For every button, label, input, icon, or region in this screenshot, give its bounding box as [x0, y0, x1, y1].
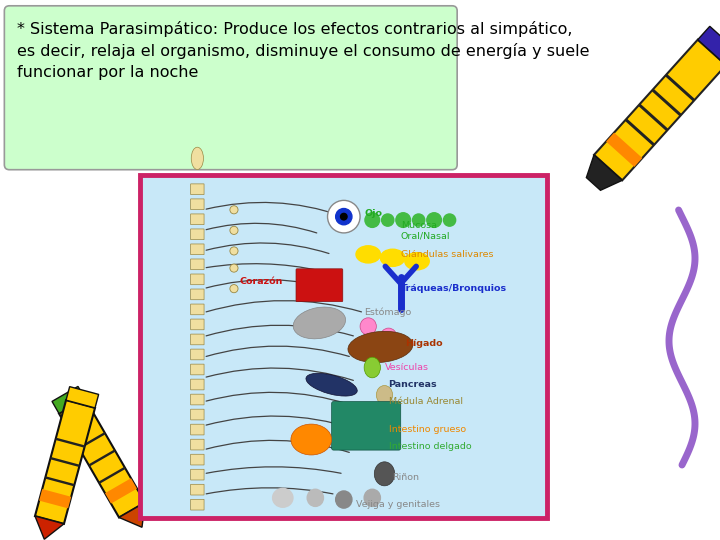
Polygon shape	[35, 516, 64, 539]
Ellipse shape	[405, 253, 429, 270]
Text: Tráqueas/Bronquios: Tráqueas/Bronquios	[401, 284, 507, 293]
Text: Riñon: Riñon	[392, 472, 420, 482]
Polygon shape	[99, 467, 125, 484]
FancyBboxPatch shape	[191, 409, 204, 420]
Text: Vejiga y genitales: Vejiga y genitales	[356, 500, 440, 509]
Polygon shape	[105, 478, 137, 504]
Bar	[140, 176, 547, 518]
Ellipse shape	[336, 491, 352, 508]
Text: Ojo: Ojo	[364, 209, 382, 218]
Text: Intestino delgado: Intestino delgado	[389, 442, 471, 451]
FancyBboxPatch shape	[35, 400, 95, 524]
Ellipse shape	[356, 246, 380, 263]
Polygon shape	[50, 457, 80, 467]
Circle shape	[230, 226, 238, 234]
Ellipse shape	[374, 462, 395, 486]
FancyBboxPatch shape	[59, 399, 145, 517]
Text: Glándulas salivares: Glándulas salivares	[401, 250, 493, 259]
FancyBboxPatch shape	[191, 199, 204, 210]
Text: Corazón: Corazón	[240, 278, 283, 286]
Ellipse shape	[192, 147, 204, 170]
Circle shape	[427, 213, 441, 227]
Circle shape	[230, 264, 238, 272]
FancyBboxPatch shape	[191, 394, 204, 405]
Ellipse shape	[293, 307, 346, 339]
Text: Vesículas: Vesículas	[384, 363, 428, 372]
FancyBboxPatch shape	[191, 244, 204, 255]
Circle shape	[336, 208, 352, 225]
Polygon shape	[45, 476, 75, 487]
Circle shape	[396, 213, 410, 227]
Polygon shape	[665, 74, 696, 102]
FancyBboxPatch shape	[4, 6, 457, 170]
Polygon shape	[66, 387, 99, 408]
Circle shape	[230, 247, 238, 255]
FancyBboxPatch shape	[191, 289, 204, 300]
Ellipse shape	[273, 488, 293, 507]
Text: Mucosa
Oral/Nasal: Mucosa Oral/Nasal	[401, 221, 450, 240]
Circle shape	[413, 214, 425, 226]
Text: Pancreas: Pancreas	[389, 380, 437, 389]
Circle shape	[328, 200, 360, 233]
Polygon shape	[52, 387, 85, 414]
Polygon shape	[39, 489, 71, 508]
Circle shape	[444, 214, 456, 226]
FancyBboxPatch shape	[191, 454, 204, 465]
Circle shape	[382, 214, 394, 226]
Ellipse shape	[291, 424, 332, 455]
FancyBboxPatch shape	[191, 319, 204, 330]
Polygon shape	[652, 89, 682, 117]
Ellipse shape	[377, 386, 392, 404]
Ellipse shape	[380, 328, 397, 345]
Circle shape	[230, 206, 238, 214]
Text: Intestino grueso: Intestino grueso	[389, 425, 466, 434]
Polygon shape	[698, 26, 720, 65]
FancyBboxPatch shape	[191, 184, 204, 194]
Polygon shape	[625, 118, 655, 146]
FancyBboxPatch shape	[191, 379, 204, 390]
Text: Hígado: Hígado	[405, 339, 443, 348]
Ellipse shape	[360, 318, 377, 335]
FancyBboxPatch shape	[191, 484, 204, 495]
Ellipse shape	[348, 332, 413, 362]
FancyBboxPatch shape	[332, 402, 401, 450]
Circle shape	[230, 285, 238, 293]
Polygon shape	[606, 133, 642, 167]
FancyBboxPatch shape	[191, 214, 204, 225]
Polygon shape	[55, 437, 85, 448]
Circle shape	[365, 213, 379, 227]
FancyBboxPatch shape	[191, 500, 204, 510]
Polygon shape	[586, 155, 622, 190]
FancyBboxPatch shape	[191, 229, 204, 240]
FancyBboxPatch shape	[191, 469, 204, 480]
Ellipse shape	[380, 249, 405, 266]
FancyBboxPatch shape	[191, 259, 204, 269]
Polygon shape	[78, 432, 106, 449]
FancyBboxPatch shape	[296, 269, 343, 302]
FancyBboxPatch shape	[191, 439, 204, 450]
Polygon shape	[119, 502, 145, 527]
Ellipse shape	[307, 489, 323, 507]
Circle shape	[341, 213, 347, 220]
Text: Estómago: Estómago	[364, 308, 411, 318]
FancyBboxPatch shape	[191, 364, 204, 375]
FancyBboxPatch shape	[191, 304, 204, 315]
FancyBboxPatch shape	[191, 349, 204, 360]
FancyBboxPatch shape	[191, 274, 204, 285]
Polygon shape	[638, 104, 668, 131]
FancyBboxPatch shape	[594, 40, 720, 180]
Polygon shape	[89, 449, 116, 467]
Ellipse shape	[364, 489, 380, 507]
FancyBboxPatch shape	[191, 424, 204, 435]
Text: * Sistema Parasimpático: Produce los efectos contrarios al simpático,
es decir, : * Sistema Parasimpático: Produce los efe…	[17, 21, 590, 80]
Ellipse shape	[364, 357, 380, 378]
Text: Médula Adrenal: Médula Adrenal	[389, 397, 462, 406]
FancyBboxPatch shape	[191, 334, 204, 345]
Ellipse shape	[306, 373, 357, 396]
